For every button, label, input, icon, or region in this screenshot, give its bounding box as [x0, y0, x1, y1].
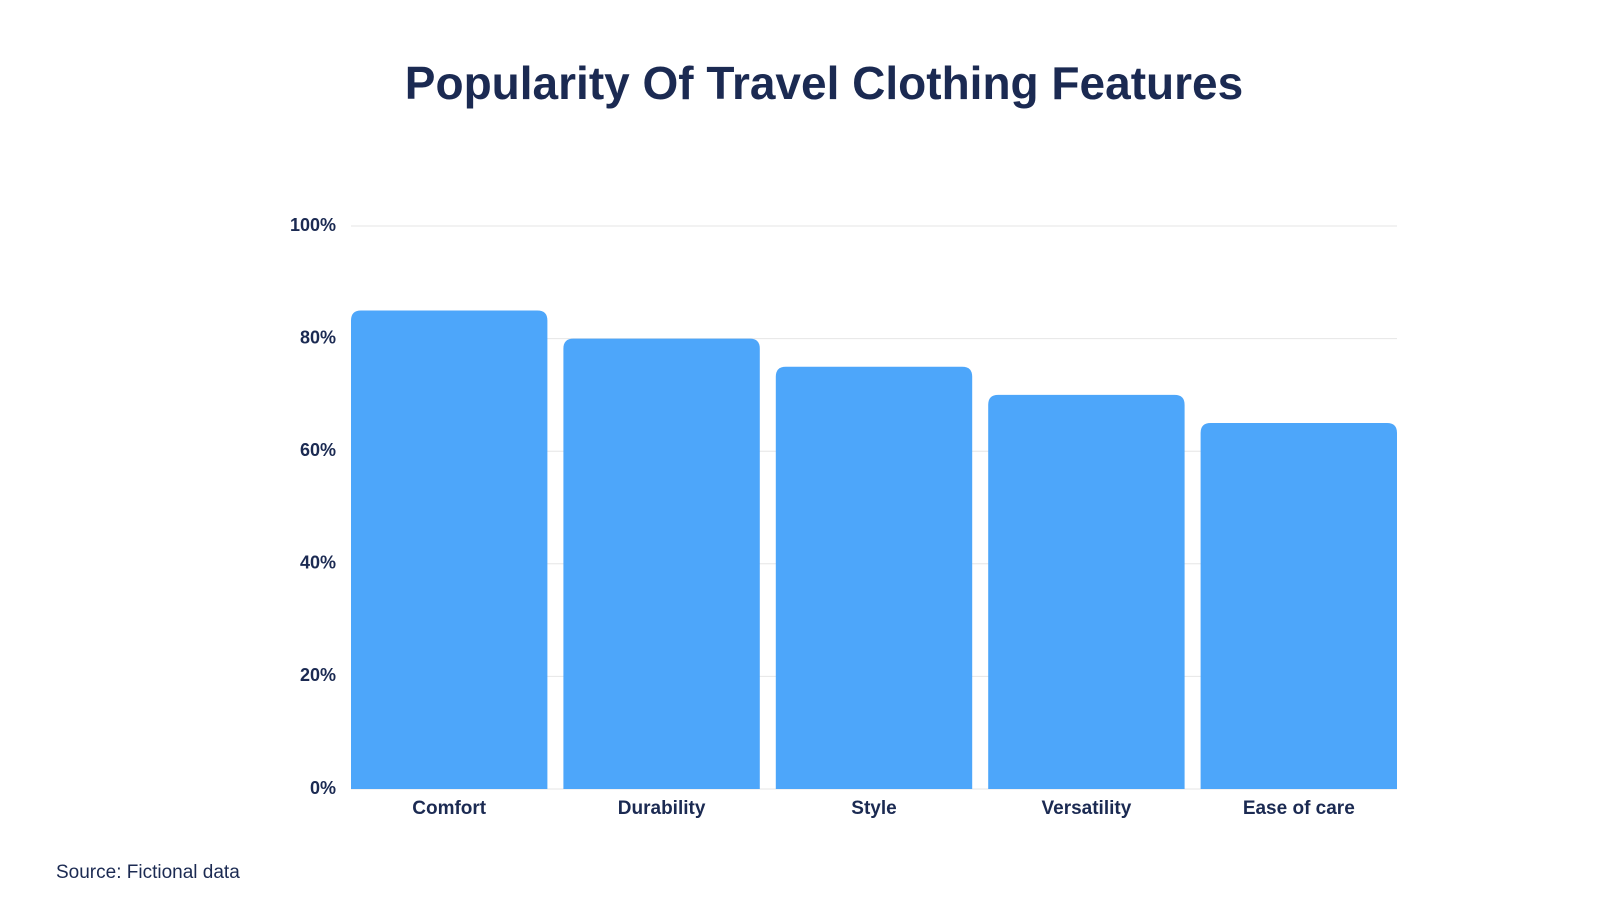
y-tick-label: 60%	[300, 440, 336, 460]
bar	[1200, 423, 1397, 789]
x-tick-label: Ease of care	[1243, 798, 1355, 819]
y-tick-label: 80%	[300, 327, 336, 347]
bar	[775, 366, 973, 789]
bar	[351, 310, 548, 789]
x-tick-label: Durability	[618, 798, 706, 819]
bar	[988, 394, 1185, 789]
y-tick-label: 40%	[300, 553, 336, 573]
x-tick-label: Versatility	[1042, 798, 1132, 819]
y-tick-label: 20%	[300, 665, 336, 685]
source-note: Source: Fictional data	[56, 862, 240, 883]
x-tick-label: Comfort	[412, 798, 487, 819]
y-tick-label: 0%	[310, 778, 336, 798]
chart-title: Popularity Of Travel Clothing Features	[405, 57, 1243, 109]
x-tick-label: Style	[851, 798, 896, 819]
bar	[563, 338, 760, 789]
y-tick-label: 100%	[290, 215, 336, 235]
